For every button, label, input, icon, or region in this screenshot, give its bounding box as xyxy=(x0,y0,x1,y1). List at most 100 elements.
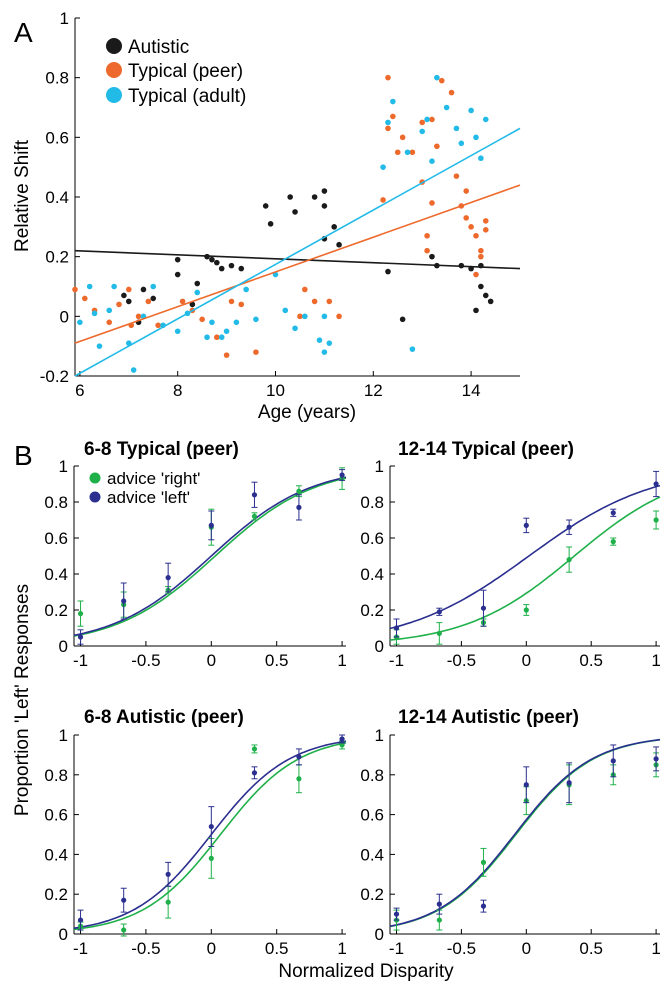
point-autistic xyxy=(267,221,274,227)
point-advice-left xyxy=(610,510,616,516)
panel-b-letter: B xyxy=(14,440,33,471)
point-advice-left xyxy=(480,605,487,611)
point-autistic xyxy=(209,256,215,263)
point-autistic xyxy=(194,280,201,287)
point-typical-adult xyxy=(380,164,386,170)
point-advice-right xyxy=(121,927,127,933)
point-advice-left xyxy=(393,625,400,631)
point-autistic xyxy=(121,292,127,299)
point-typical-adult xyxy=(96,343,103,349)
legend-marker-autistic xyxy=(106,38,122,54)
point-typical-adult xyxy=(218,334,225,341)
subplot-title-1: 6-8 Typical (peer) xyxy=(84,439,239,460)
point-typical-adult xyxy=(130,367,137,373)
subplot-2-xtick-label: 0.5 xyxy=(579,651,603,670)
panel-b-legend: advice 'right' advice 'left' xyxy=(89,469,200,507)
panel-a-plot: 6 8 10 12 14 -0.2 0 0.2 0.4 0.6 0.8 1 xyxy=(40,9,521,400)
point-typical-adult xyxy=(429,158,435,164)
point-typical-adult xyxy=(174,328,181,335)
point-autistic xyxy=(218,265,225,272)
subplot-4-xtick-label: 0.5 xyxy=(579,939,603,958)
point-typical-adult xyxy=(111,283,117,290)
point-advice-right xyxy=(296,776,302,782)
point-autistic xyxy=(478,283,484,290)
point-advice-right xyxy=(77,611,84,617)
subplot-2-xtick-label: 1 xyxy=(651,651,660,670)
legend-marker-typical-peer xyxy=(106,62,122,78)
subplot-2: -1 -0.5 0 0.5 1 0 0.2 0.4 0.6 0.8 1 xyxy=(360,457,660,670)
subplot-3-ytick-label: 0.8 xyxy=(44,766,68,785)
point-typical-peer xyxy=(424,232,430,239)
point-typical-peer xyxy=(482,218,489,224)
point-typical-adult xyxy=(282,307,289,314)
legend-label-advice-left: advice 'left' xyxy=(107,488,190,507)
panel-a-ytick-label: 0 xyxy=(60,307,69,326)
point-typical-peer xyxy=(228,298,235,305)
point-typical-adult xyxy=(91,310,98,317)
legend-marker-typical-adult xyxy=(106,87,122,103)
point-typical-adult xyxy=(253,316,259,323)
point-typical-peer xyxy=(473,271,479,278)
fit-line-typical-adult xyxy=(74,127,521,377)
point-advice-right xyxy=(566,557,572,563)
point-typical-adult xyxy=(385,119,391,126)
legend-marker-advice-left xyxy=(89,491,101,503)
point-typical-adult xyxy=(458,140,465,147)
panel-a-ytick-label: 0.8 xyxy=(45,69,69,88)
subplot-1-ytick-label: 0.4 xyxy=(44,565,68,584)
point-advice-left xyxy=(610,758,616,764)
point-advice-left xyxy=(77,917,84,923)
subplot-4-xtick-label: 1 xyxy=(651,939,660,958)
subplot-4: -1 -0.5 0 0.5 1 0 0.2 0.4 0.6 0.8 1 xyxy=(360,726,660,958)
point-advice-left xyxy=(566,524,572,530)
point-typical-peer xyxy=(238,301,245,308)
point-typical-adult xyxy=(292,325,298,332)
point-typical-peer xyxy=(380,197,386,203)
point-autistic xyxy=(429,253,435,260)
panel-a-xtick-label: 12 xyxy=(364,381,383,400)
legend-marker-advice-right xyxy=(89,472,101,484)
point-typical-adult xyxy=(482,116,489,123)
subplot-4-ytick-label: 1 xyxy=(375,726,384,745)
point-autistic xyxy=(238,265,245,272)
point-autistic xyxy=(140,286,147,293)
point-advice-left xyxy=(653,756,659,762)
subplot-2-ytick-label: 0.6 xyxy=(360,529,384,548)
point-typical-peer xyxy=(125,286,132,293)
point-typical-peer xyxy=(468,224,474,230)
subplot-3-xtick-label: 0 xyxy=(207,939,216,958)
subplot-2-ytick-label: 1 xyxy=(375,457,384,476)
subplot-1-ytick-label: 0 xyxy=(59,637,68,656)
point-advice-left xyxy=(653,481,659,487)
point-typical-adult xyxy=(150,283,157,290)
subplot-title-4: 12-14 Autistic (peer) xyxy=(398,707,579,728)
point-typical-peer xyxy=(145,298,152,305)
fit-line-autistic xyxy=(74,249,521,270)
point-typical-adult xyxy=(478,155,484,162)
point-typical-adult xyxy=(409,346,416,352)
subplot-1-ytick-label: 0.2 xyxy=(44,601,68,620)
point-typical-adult xyxy=(321,313,328,320)
point-typical-peer xyxy=(438,77,445,84)
point-typical-peer xyxy=(385,125,391,132)
subplot-4-xtick-label: 0 xyxy=(522,939,531,958)
subplot-4-ytick-label: 0 xyxy=(375,925,384,944)
point-typical-peer xyxy=(106,319,113,326)
point-typical-peer xyxy=(199,316,205,323)
point-advice-left xyxy=(393,911,400,917)
subplot-4-xtick-label: -0.5 xyxy=(447,939,476,958)
subplot-3-xtick-label: 0.5 xyxy=(265,939,289,958)
subplot-title-3: 6-8 Autistic (peer) xyxy=(84,707,244,728)
subplot-1-ytick-label: 1 xyxy=(59,457,68,476)
fit-curve-advice-left xyxy=(389,738,661,927)
point-typical-peer xyxy=(214,334,220,341)
point-typical-adult xyxy=(223,328,230,335)
point-typical-adult xyxy=(404,149,411,156)
subplot-1-xtick-label: -1 xyxy=(73,651,88,670)
point-advice-right xyxy=(339,742,345,748)
point-advice-left xyxy=(339,736,345,742)
point-typical-peer xyxy=(424,247,430,254)
point-typical-adult xyxy=(233,319,240,326)
point-typical-adult xyxy=(443,104,450,111)
